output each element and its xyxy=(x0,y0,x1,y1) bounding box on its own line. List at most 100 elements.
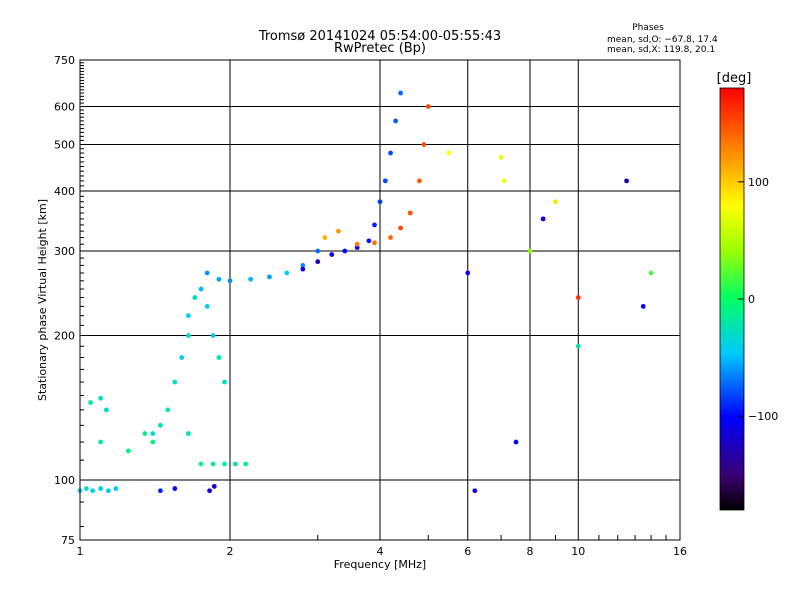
echo-point xyxy=(172,379,178,385)
echo-point xyxy=(329,252,335,257)
x-tick-label: 4 xyxy=(377,545,384,558)
echo-point xyxy=(185,431,191,436)
x-tick-label: 10 xyxy=(571,545,585,558)
echo-point xyxy=(210,461,216,467)
echo-point xyxy=(83,486,89,491)
echo-point xyxy=(267,274,272,280)
echo-point xyxy=(417,178,422,184)
y-tick-label: 100 xyxy=(54,474,75,487)
echo-point xyxy=(198,286,204,292)
echo-point xyxy=(185,313,191,319)
echo-point xyxy=(446,150,452,156)
echo-point xyxy=(575,343,581,349)
echo-point xyxy=(372,222,377,228)
colorbar-label: [deg] xyxy=(717,71,752,86)
echo-point xyxy=(204,304,210,309)
echo-point xyxy=(315,259,321,265)
echo-point xyxy=(513,439,519,445)
echo-point xyxy=(150,431,156,436)
echo-point xyxy=(172,486,178,491)
echo-point xyxy=(192,295,198,300)
x-axis-label: Frequency [MHz] xyxy=(334,558,426,571)
echo-point xyxy=(527,248,533,254)
echo-point xyxy=(105,488,111,494)
echo-point xyxy=(407,210,413,216)
echo-point xyxy=(300,262,306,268)
echo-point xyxy=(98,486,104,491)
phase-stats-heading: Phases xyxy=(632,23,664,33)
echo-point xyxy=(158,422,163,428)
echo-point xyxy=(372,240,377,246)
echo-point xyxy=(248,276,254,282)
echo-point xyxy=(198,461,204,467)
echo-point xyxy=(501,178,507,184)
x-tick-label: 2 xyxy=(227,545,234,558)
echo-point xyxy=(142,431,148,436)
echo-point xyxy=(354,241,360,247)
chart-title: Tromsø 20141024 05:54:00-05:55:43 xyxy=(258,29,501,44)
echo-point xyxy=(575,295,581,300)
echo-point xyxy=(150,439,156,445)
phase-stats-o: mean, sd,O: −67.8, 17.4 xyxy=(607,35,718,45)
echo-point xyxy=(322,235,328,240)
echo-point xyxy=(222,461,227,467)
echo-point xyxy=(216,355,222,360)
echo-point xyxy=(388,150,393,156)
echo-point xyxy=(284,270,290,276)
echo-point xyxy=(211,483,217,489)
colorbar-tick-label: 100 xyxy=(748,176,769,189)
phase-stats-x: mean, sd,X: 119.8, 20.1 xyxy=(607,45,715,55)
x-tick-label: 8 xyxy=(527,545,534,558)
echo-point xyxy=(398,225,404,231)
echo-point xyxy=(398,90,404,96)
colorbar-tick-label: 0 xyxy=(748,293,755,306)
echo-point xyxy=(207,488,212,494)
echo-point xyxy=(98,439,104,445)
ticks-layer: 1 2 4 6 8 10 16 75 100 200 300 400 500 600 750 xyxy=(54,54,687,558)
echo-point xyxy=(553,199,558,205)
echo-point xyxy=(210,333,216,338)
echo-point xyxy=(540,216,546,222)
y-tick-label: 600 xyxy=(54,101,75,114)
y-tick-label: 200 xyxy=(54,330,75,343)
y-tick-label: 75 xyxy=(61,534,75,547)
echo-point xyxy=(624,178,629,184)
echo-point xyxy=(222,379,227,385)
y-axis-label: Stationary phase Virtual Height [km] xyxy=(36,199,49,401)
echo-point xyxy=(335,228,341,234)
echo-point xyxy=(472,488,478,494)
echo-point xyxy=(185,333,191,338)
echo-point xyxy=(227,278,233,284)
y-tick-label: 300 xyxy=(54,245,75,258)
grid-layer xyxy=(80,60,680,540)
chart-subtitle: RwPretec (Bp) xyxy=(334,41,426,56)
echo-point xyxy=(315,248,321,254)
echo-point xyxy=(465,270,471,276)
echo-point xyxy=(98,395,104,401)
echo-point xyxy=(158,488,163,494)
echo-point xyxy=(88,400,93,405)
echo-point xyxy=(90,488,96,494)
data-layer xyxy=(77,90,654,494)
plot-frame xyxy=(79,59,681,541)
echo-point xyxy=(204,270,210,276)
echo-point xyxy=(342,248,348,254)
echo-point xyxy=(421,142,427,147)
echo-point xyxy=(179,355,185,360)
echo-point xyxy=(125,448,131,454)
colorbar-ticks: −100 0 100 xyxy=(738,176,778,423)
echo-point xyxy=(640,304,646,309)
echo-point xyxy=(366,238,372,244)
echo-point xyxy=(388,235,393,240)
x-tick-label: 16 xyxy=(673,545,687,558)
x-tick-label: 1 xyxy=(77,545,84,558)
echo-point xyxy=(648,270,654,276)
echo-point xyxy=(354,245,360,250)
echo-point xyxy=(243,461,249,467)
echo-point xyxy=(104,407,109,413)
y-tick-label: 750 xyxy=(54,54,75,67)
echo-point xyxy=(377,199,383,205)
y-tick-label: 500 xyxy=(54,139,75,152)
